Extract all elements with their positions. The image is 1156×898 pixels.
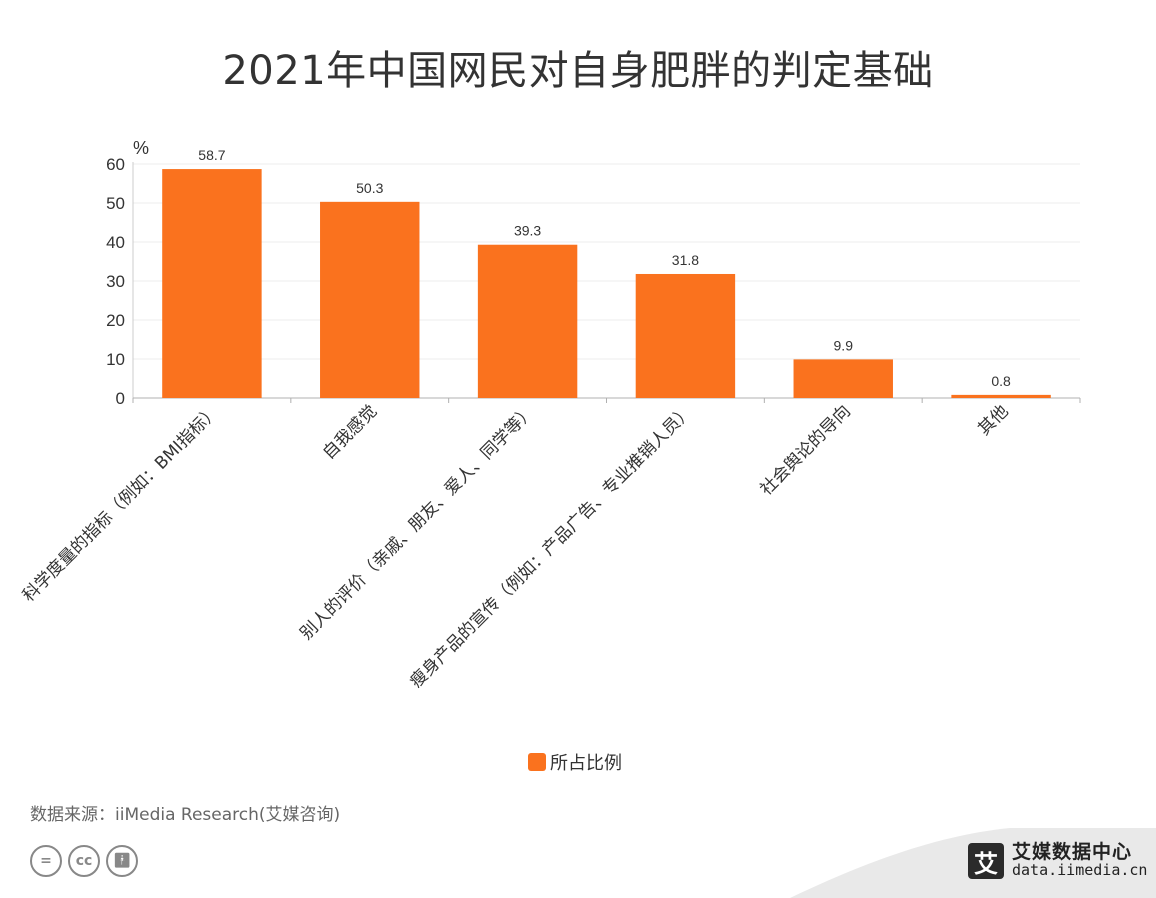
x-tick-label: 科学度量的指标（例如：BMI指标） <box>19 401 224 606</box>
bar <box>951 394 1051 398</box>
brand-badge: 艾 艾媒数据中心 data.iimedia.cn <box>968 841 1148 880</box>
legend[interactable]: 所占比例 <box>528 749 622 775</box>
x-tick-label: 自我感觉 <box>319 401 381 463</box>
cc-icon: cc <box>68 845 100 877</box>
x-tick-label: 社会舆论的导向 <box>756 401 854 499</box>
data-label: 0.8 <box>991 373 1011 389</box>
y-axis-unit: % <box>133 138 149 158</box>
y-tick-label: 50 <box>106 194 125 213</box>
y-tick-label: 10 <box>106 350 125 369</box>
source-note: 数据来源：iiMedia Research(艾媒咨询) <box>30 805 341 825</box>
data-label: 31.8 <box>672 252 699 268</box>
person-icon: 🚹︎ <box>106 845 138 877</box>
bar <box>320 201 420 398</box>
brand-url: data.iimedia.cn <box>1012 861 1148 880</box>
y-tick-label: 30 <box>106 272 125 291</box>
legend-swatch <box>528 753 546 771</box>
brand-logo-icon: 艾 <box>968 843 1004 879</box>
bar <box>162 169 262 398</box>
y-tick-label: 60 <box>106 155 125 174</box>
bar <box>477 244 578 398</box>
data-label: 39.3 <box>514 223 541 239</box>
brand-name: 艾媒数据中心 <box>1012 841 1133 864</box>
legend-label: 所占比例 <box>550 753 622 774</box>
y-tick-label: 20 <box>106 311 125 330</box>
bar-chart: 0 10 20 30 40 50 60% 58.7 科学度量的指标（例如：BMI指标） 50.3 自… <box>19 138 1081 692</box>
x-tick-label: 瘦身产品的宣传（例如：产品广告、专业推销人员） <box>406 401 697 692</box>
equals-icon: = <box>30 845 62 877</box>
bar <box>635 273 736 398</box>
bar <box>793 359 893 398</box>
data-label: 58.7 <box>198 147 225 163</box>
y-tick-label: 0 <box>116 389 125 408</box>
data-label: 9.9 <box>834 337 854 353</box>
license-icons: = cc 🚹︎ <box>30 845 138 877</box>
y-tick-label: 40 <box>106 233 125 252</box>
x-tick-label: 其他 <box>974 401 1012 439</box>
data-label: 50.3 <box>356 180 383 196</box>
chart-title: 2021年中国网民对自身肥胖的判定基础 <box>222 48 934 94</box>
